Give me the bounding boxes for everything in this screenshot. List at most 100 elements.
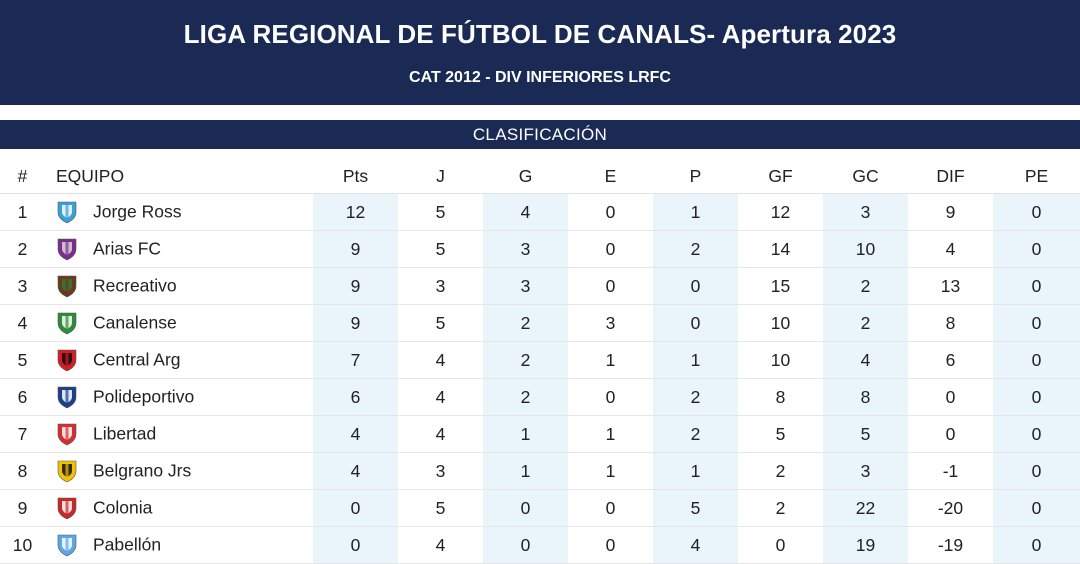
table-row[interactable]: 10 Pabellón 0 4 0 0 4 0 19 -19 0 bbox=[0, 526, 1080, 564]
team-name[interactable]: Central Arg bbox=[93, 349, 181, 370]
e-cell: 1 bbox=[568, 341, 653, 379]
page-header: LIGA REGIONAL DE FÚTBOL DE CANALS- Apert… bbox=[0, 0, 1080, 105]
col-header-g[interactable]: G bbox=[483, 159, 568, 194]
team-name[interactable]: Colonia bbox=[93, 497, 153, 518]
team-cell[interactable]: Jorge Ross bbox=[45, 193, 313, 231]
p-cell: 2 bbox=[653, 415, 738, 453]
team-cell[interactable]: Recreativo bbox=[45, 267, 313, 305]
team-name[interactable]: Jorge Ross bbox=[93, 201, 182, 222]
pts-cell: 9 bbox=[313, 304, 398, 342]
e-cell: 0 bbox=[568, 378, 653, 416]
team-name[interactable]: Arias FC bbox=[93, 238, 162, 259]
team-cell[interactable]: Pabellón bbox=[45, 526, 313, 564]
table-row[interactable]: 3 Recreativo 9 3 3 0 0 15 2 13 0 bbox=[0, 267, 1080, 305]
team-cell[interactable]: Canalense bbox=[45, 304, 313, 342]
col-header-j[interactable]: J bbox=[398, 159, 483, 194]
gf-cell: 5 bbox=[738, 415, 823, 453]
pts-cell: 12 bbox=[313, 193, 398, 231]
dif-cell: -19 bbox=[908, 526, 993, 564]
gf-cell: 2 bbox=[738, 452, 823, 490]
team-name[interactable]: Libertad bbox=[93, 423, 157, 444]
table-row[interactable]: 7 Libertad 4 4 1 1 2 5 5 0 0 bbox=[0, 415, 1080, 453]
arias-fc-crest-icon bbox=[56, 237, 78, 261]
gc-cell: 3 bbox=[823, 193, 908, 231]
g-cell: 2 bbox=[483, 304, 568, 342]
col-header-team[interactable]: EQUIPO bbox=[45, 159, 313, 194]
col-header-pe[interactable]: PE bbox=[993, 159, 1080, 194]
page-title: LIGA REGIONAL DE FÚTBOL DE CANALS- Apert… bbox=[183, 19, 897, 49]
pe-cell: 0 bbox=[993, 304, 1080, 342]
canalense-crest-icon bbox=[56, 311, 78, 335]
g-cell: 2 bbox=[483, 341, 568, 379]
table-row[interactable]: 1 Jorge Ross 12 5 4 0 1 12 3 9 0 bbox=[0, 193, 1080, 231]
p-cell: 1 bbox=[653, 341, 738, 379]
table-header-row: # EQUIPO Pts J G E P GF GC DIF PE bbox=[0, 159, 1080, 194]
col-header-gf[interactable]: GF bbox=[738, 159, 823, 194]
table-row[interactable]: 8 Belgrano Jrs 4 3 1 1 1 2 3 -1 0 bbox=[0, 452, 1080, 490]
pe-cell: 0 bbox=[993, 452, 1080, 490]
j-cell: 5 bbox=[398, 230, 483, 268]
pts-cell: 9 bbox=[313, 230, 398, 268]
j-cell: 5 bbox=[398, 304, 483, 342]
gc-cell: 2 bbox=[823, 304, 908, 342]
team-cell[interactable]: Belgrano Jrs bbox=[45, 452, 313, 490]
e-cell: 0 bbox=[568, 489, 653, 527]
table-row[interactable]: 4 Canalense 9 5 2 3 0 10 2 8 0 bbox=[0, 304, 1080, 342]
table-row[interactable]: 2 Arias FC 9 5 3 0 2 14 10 4 0 bbox=[0, 230, 1080, 268]
col-header-e[interactable]: E bbox=[568, 159, 653, 194]
col-header-pts[interactable]: Pts bbox=[313, 159, 398, 194]
table-row[interactable]: 9 Colonia 0 5 0 0 5 2 22 -20 0 bbox=[0, 489, 1080, 527]
col-header-gc[interactable]: GC bbox=[823, 159, 908, 194]
g-cell: 3 bbox=[483, 230, 568, 268]
e-cell: 3 bbox=[568, 304, 653, 342]
j-cell: 4 bbox=[398, 341, 483, 379]
gf-cell: 10 bbox=[738, 304, 823, 342]
j-cell: 5 bbox=[398, 489, 483, 527]
gf-cell: 10 bbox=[738, 341, 823, 379]
gc-cell: 5 bbox=[823, 415, 908, 453]
position-cell: 10 bbox=[0, 526, 45, 564]
e-cell: 0 bbox=[568, 230, 653, 268]
gc-cell: 8 bbox=[823, 378, 908, 416]
team-cell[interactable]: Arias FC bbox=[45, 230, 313, 268]
pts-cell: 6 bbox=[313, 378, 398, 416]
position-cell: 3 bbox=[0, 267, 45, 305]
pts-cell: 0 bbox=[313, 526, 398, 564]
p-cell: 5 bbox=[653, 489, 738, 527]
pe-cell: 0 bbox=[993, 267, 1080, 305]
gf-cell: 12 bbox=[738, 193, 823, 231]
j-cell: 4 bbox=[398, 378, 483, 416]
team-name[interactable]: Canalense bbox=[93, 312, 177, 333]
dif-cell: 13 bbox=[908, 267, 993, 305]
p-cell: 0 bbox=[653, 304, 738, 342]
team-cell[interactable]: Polideportivo bbox=[45, 378, 313, 416]
gc-cell: 10 bbox=[823, 230, 908, 268]
table-row[interactable]: 5 Central Arg 7 4 2 1 1 10 4 6 0 bbox=[0, 341, 1080, 379]
gf-cell: 14 bbox=[738, 230, 823, 268]
gf-cell: 2 bbox=[738, 489, 823, 527]
gc-cell: 19 bbox=[823, 526, 908, 564]
team-cell[interactable]: Libertad bbox=[45, 415, 313, 453]
col-header-pos[interactable]: # bbox=[0, 159, 45, 194]
e-cell: 0 bbox=[568, 267, 653, 305]
gf-cell: 8 bbox=[738, 378, 823, 416]
p-cell: 2 bbox=[653, 230, 738, 268]
team-name[interactable]: Pabellón bbox=[93, 534, 162, 555]
dif-cell: 8 bbox=[908, 304, 993, 342]
gc-cell: 3 bbox=[823, 452, 908, 490]
pts-cell: 4 bbox=[313, 452, 398, 490]
e-cell: 0 bbox=[568, 193, 653, 231]
team-cell[interactable]: Central Arg bbox=[45, 341, 313, 379]
team-cell[interactable]: Colonia bbox=[45, 489, 313, 527]
table-row[interactable]: 6 Polideportivo 6 4 2 0 2 8 8 0 0 bbox=[0, 378, 1080, 416]
col-header-p[interactable]: P bbox=[653, 159, 738, 194]
team-name[interactable]: Polideportivo bbox=[93, 386, 195, 407]
team-name[interactable]: Belgrano Jrs bbox=[93, 460, 192, 481]
g-cell: 1 bbox=[483, 452, 568, 490]
col-header-dif[interactable]: DIF bbox=[908, 159, 993, 194]
team-name[interactable]: Recreativo bbox=[93, 275, 177, 296]
pe-cell: 0 bbox=[993, 378, 1080, 416]
gc-cell: 2 bbox=[823, 267, 908, 305]
position-cell: 7 bbox=[0, 415, 45, 453]
j-cell: 3 bbox=[398, 267, 483, 305]
